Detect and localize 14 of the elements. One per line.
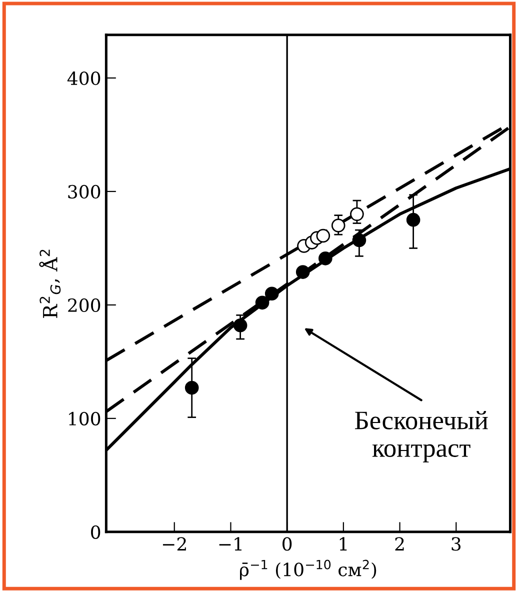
y-tick-label: 0 (91, 525, 100, 540)
x-axis-title: ρ̄$^{−1}$ (10$^{−10}$ см$^{2}$) (240, 560, 376, 580)
x-tick-label: 2 (395, 537, 404, 550)
x-tick-label: 0 (282, 537, 292, 551)
annotation: Бесконечый контраст (355, 411, 488, 462)
x-tick-label: 3 (452, 537, 461, 551)
x-tick-label: −1 (219, 537, 242, 550)
x-tick-label: 1 (340, 537, 347, 550)
y-tick-label: 100 (69, 412, 100, 426)
y-tick-label: 300 (68, 184, 100, 199)
y-tick-label: 400 (67, 71, 100, 86)
y-tick-label: 200 (68, 298, 100, 312)
x-tick-label: −2 (162, 537, 186, 550)
y-axis-title: R$^{2}$$_{G}$, Å$^{2}$ (39, 250, 61, 318)
